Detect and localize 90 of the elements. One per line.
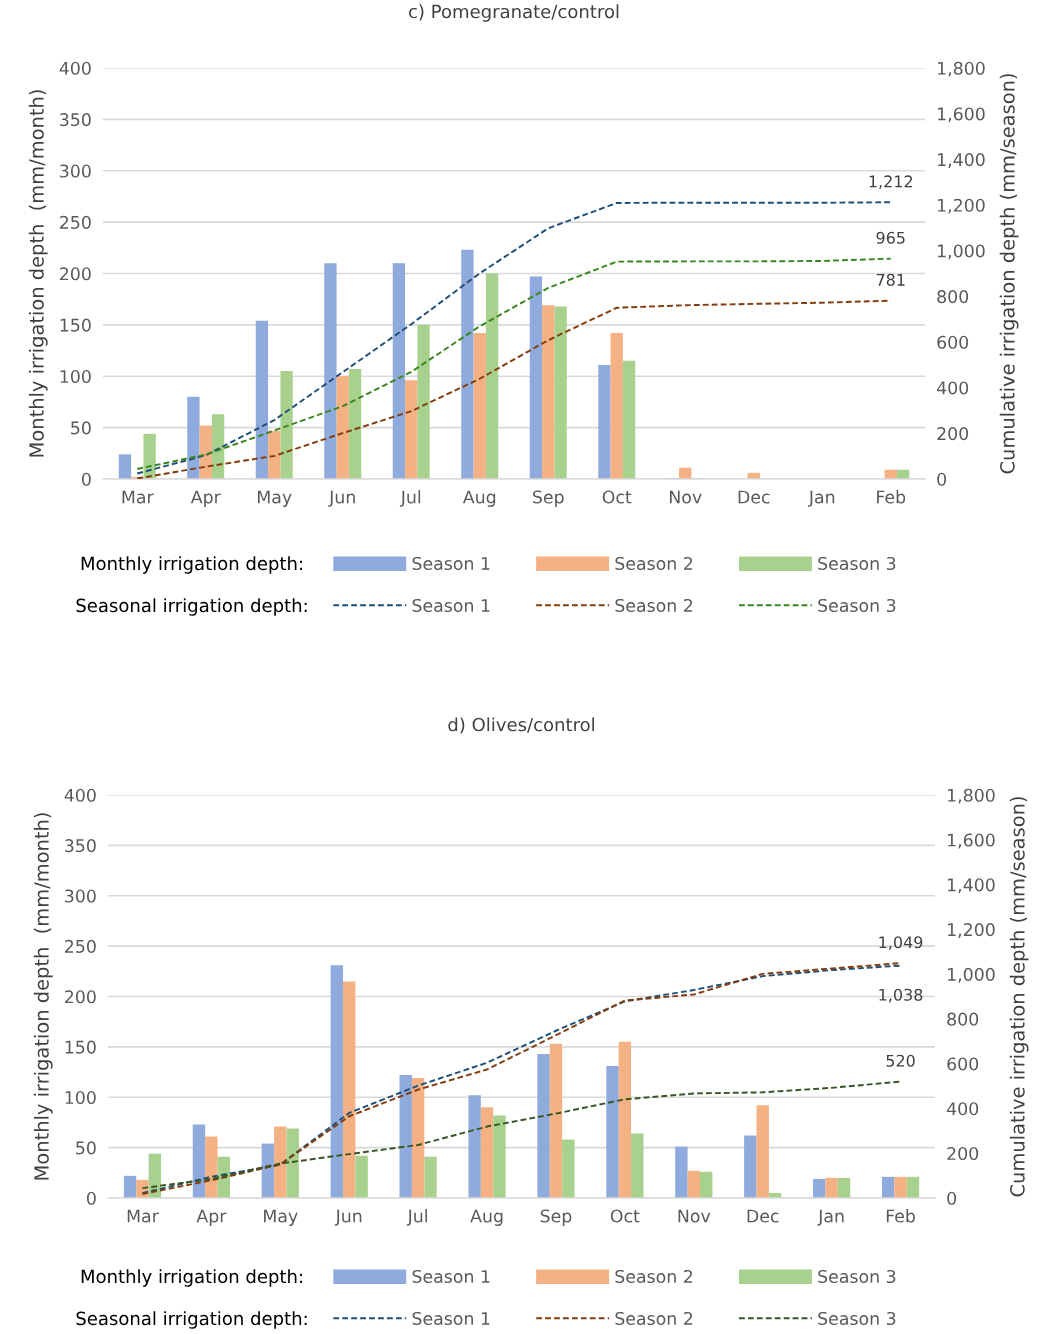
legend-label: Season 1 [412, 1269, 490, 1284]
y2-tick-label: 1,000 [938, 244, 985, 260]
x-tick-label: May [258, 490, 292, 507]
y2-tick-label: 200 [947, 1146, 979, 1161]
y2-tick-label: 1,000 [948, 967, 995, 983]
text: Monthly irrigation depth: [81, 1269, 302, 1287]
x-tick-label: Jan [807, 490, 835, 507]
y-tick-label: 200 [65, 990, 96, 1004]
x-tick-label: Jun [328, 490, 355, 507]
x-tick-label: Dec [747, 1209, 779, 1223]
y2-tick-label: 1,600 [938, 107, 985, 123]
y-tick-label: 250 [60, 215, 91, 229]
y2-axis-title: Cumulative irrigation depth (mm/season) [999, 74, 1019, 474]
y2-tick-label: 1,800 [938, 61, 985, 77]
y-tick-label: 100 [65, 1090, 96, 1105]
legend-label: Season 3 [818, 1269, 896, 1284]
y2-tick-label: 800 [947, 1012, 979, 1026]
chart-title: d) Olives/control [448, 717, 594, 734]
y2-tick-label: 0 [937, 472, 946, 486]
legend-label: Season 1 [412, 556, 490, 571]
y-tick-label: 300 [65, 889, 96, 903]
y-axis-title: Monthly irrigation depth (mm/month) [28, 90, 48, 457]
x-tick-label: Jun [334, 1209, 362, 1226]
y2-tick-label: 1,200 [948, 923, 995, 938]
y2-tick-label: 1,400 [938, 153, 985, 168]
data-label: 1,212 [869, 175, 913, 190]
y-tick-label: 400 [64, 788, 96, 802]
y2-tick-label: 400 [946, 1102, 979, 1116]
legend-label: Season 2 [615, 1269, 693, 1284]
x-tick-label: May [264, 1209, 298, 1226]
legend-label: Season 3 [818, 598, 896, 613]
y2-tick-label: 0 [947, 1191, 956, 1205]
y-tick-label: 300 [60, 164, 91, 178]
chart-title: c) Pomegranate/control [409, 4, 619, 22]
data-label: 1,049 [879, 936, 923, 950]
text: Monthly irrigation depth: [81, 556, 302, 574]
x-tick-label: Mar [127, 1209, 159, 1223]
y2-tick-label: 1,200 [938, 198, 985, 214]
x-tick-label: Jan [817, 1209, 844, 1226]
x-tick-label: Nov [678, 1209, 711, 1223]
x-tick-label: Oct [602, 490, 632, 504]
y-tick-label: 50 [76, 1141, 96, 1155]
y-tick-label: 0 [86, 1191, 96, 1205]
y-axis-title: Monthly irrigation depth (mm/month) [33, 813, 53, 1180]
legend-label: Season 1 [412, 1311, 490, 1326]
y-tick-label: 200 [60, 267, 91, 281]
y-tick-label: 400 [59, 61, 91, 75]
x-tick-label: Nov [670, 490, 702, 504]
x-tick-label: Apr [196, 1209, 227, 1226]
y-tick-label: 350 [60, 113, 91, 127]
y-tick-label: 50 [71, 421, 91, 435]
y-tick-label: 0 [81, 472, 91, 486]
x-tick-label: Dec [738, 490, 770, 504]
x-tick-label: Mar [122, 490, 154, 504]
text: Seasonal irrigation depth: [76, 598, 307, 616]
y2-tick-label: 600 [947, 1057, 979, 1071]
data-label: 781 [876, 273, 905, 286]
x-tick-label: Aug [462, 490, 496, 507]
y2-tick-label: 400 [936, 381, 969, 395]
legend-label: Season 3 [818, 556, 896, 571]
x-tick-label: Feb [886, 1209, 915, 1223]
x-tick-label: Oct [610, 1209, 640, 1223]
x-tick-label: Feb [877, 490, 906, 504]
y2-tick-label: 200 [937, 427, 969, 441]
x-tick-label: Apr [190, 490, 221, 507]
x-tick-label: Sep [533, 490, 564, 507]
y2-tick-label: 800 [937, 290, 969, 304]
y-tick-label: 250 [65, 939, 96, 953]
legend-label: Season 2 [615, 1311, 693, 1326]
y2-axis-title: Cumulative irrigation depth (mm/season) [1009, 797, 1029, 1197]
y2-tick-label: 1,800 [948, 788, 995, 804]
text: Seasonal irrigation depth: [76, 1311, 307, 1329]
data-label: 1,038 [879, 988, 923, 1003]
y-tick-label: 150 [60, 318, 91, 332]
data-label: 520 [886, 1054, 915, 1067]
y2-tick-label: 1,400 [948, 878, 995, 894]
x-tick-label: Sep [540, 1209, 572, 1226]
x-tick-label: Jul [399, 490, 421, 507]
legend-label: Season 2 [615, 598, 693, 613]
legend-label: Season 1 [412, 598, 490, 613]
y-tick-label: 150 [65, 1040, 96, 1054]
y2-tick-label: 600 [937, 335, 969, 349]
x-tick-label: Jul [406, 1209, 427, 1226]
y2-tick-label: 1,600 [948, 833, 995, 849]
data-label: 965 [876, 231, 905, 244]
x-tick-label: Aug [470, 1209, 503, 1226]
y-tick-label: 350 [65, 839, 96, 853]
y-tick-label: 100 [60, 369, 91, 384]
legend-label: Season 3 [818, 1311, 896, 1326]
legend-label: Season 2 [615, 556, 693, 571]
